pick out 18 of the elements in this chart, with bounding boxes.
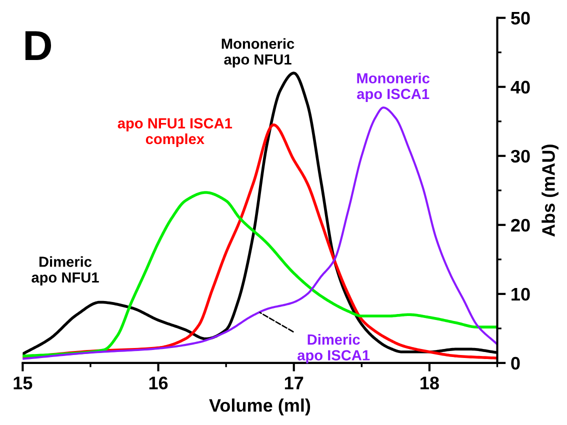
y-tick-label: 20 bbox=[511, 218, 530, 232]
annotation: Mononeric apo ISCA1 bbox=[357, 72, 430, 102]
annotation: Dimeric apo NFU1 bbox=[32, 256, 99, 286]
y-tick-label: 50 bbox=[511, 12, 530, 25]
y-tick-label: 30 bbox=[510, 150, 530, 163]
y-axis-title: Abs (mAU) bbox=[542, 144, 558, 237]
x-tick-label: 18 bbox=[420, 376, 439, 390]
annotation: D bbox=[25, 31, 52, 60]
x-axis-title: Volume (ml) bbox=[209, 398, 310, 416]
x-tick-label: 16 bbox=[149, 376, 168, 390]
x-tick-label: 17 bbox=[284, 376, 304, 390]
annotation: Mononeric apo NFU1 bbox=[222, 38, 294, 68]
y-tick-label: 40 bbox=[510, 80, 530, 94]
x-tick-label: 15 bbox=[14, 376, 32, 390]
annotation: apo NFU1 ISCA1 complex bbox=[118, 118, 232, 148]
y-tick-label: 0 bbox=[511, 356, 520, 370]
y-tick-label: 10 bbox=[512, 288, 530, 301]
annotation: Dimeric apo ISCA1 bbox=[298, 334, 370, 364]
